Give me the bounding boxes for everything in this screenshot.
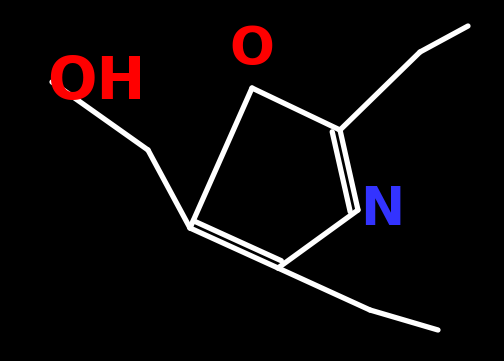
Text: OH: OH: [47, 53, 145, 110]
Text: N: N: [360, 184, 404, 236]
Text: O: O: [229, 24, 275, 76]
